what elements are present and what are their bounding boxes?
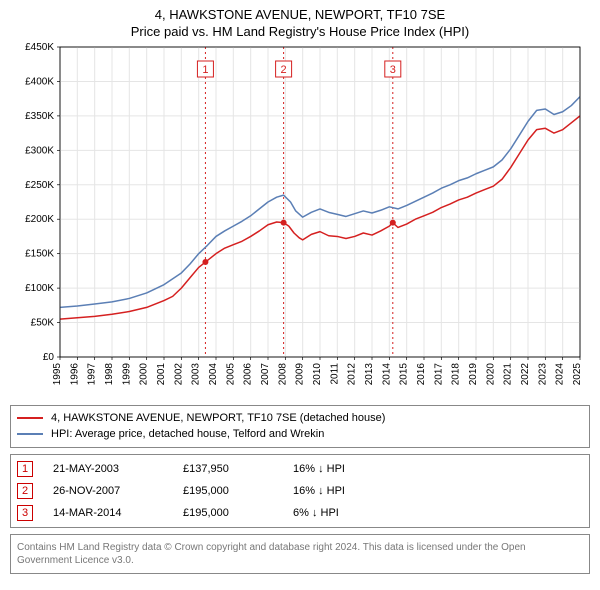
legend-swatch bbox=[17, 417, 43, 419]
svg-text:2016: 2016 bbox=[416, 362, 427, 385]
svg-text:2012: 2012 bbox=[347, 362, 358, 385]
svg-text:2002: 2002 bbox=[173, 362, 184, 385]
svg-text:2023: 2023 bbox=[537, 362, 548, 385]
svg-text:2006: 2006 bbox=[243, 362, 254, 385]
svg-text:2014: 2014 bbox=[381, 362, 392, 385]
svg-text:2025: 2025 bbox=[572, 362, 583, 385]
marker-date: 21-MAY-2003 bbox=[53, 463, 163, 475]
svg-text:2013: 2013 bbox=[364, 362, 375, 385]
svg-text:2018: 2018 bbox=[451, 362, 462, 385]
svg-text:£100K: £100K bbox=[25, 283, 54, 294]
price-chart: £0 £50K £100K £150K £200K £250K £300K £350K £400… bbox=[10, 41, 590, 401]
svg-text:2001: 2001 bbox=[156, 362, 167, 385]
svg-text:£200K: £200K bbox=[25, 214, 54, 225]
svg-text:£350K: £350K bbox=[25, 110, 54, 121]
svg-text:1999: 1999 bbox=[121, 362, 132, 385]
marker-price: £137,950 bbox=[183, 463, 273, 475]
svg-text:2: 2 bbox=[281, 64, 287, 76]
marker-badge: 3 bbox=[17, 505, 33, 521]
legend-item: HPI: Average price, detached house, Telf… bbox=[17, 426, 583, 443]
legend: 4, HAWKSTONE AVENUE, NEWPORT, TF10 7SE (… bbox=[10, 405, 590, 448]
svg-text:2000: 2000 bbox=[139, 362, 150, 385]
svg-text:£0: £0 bbox=[43, 352, 55, 363]
marker-delta: 16% ↓ HPI bbox=[293, 485, 393, 497]
svg-text:2009: 2009 bbox=[295, 362, 306, 385]
svg-text:2011: 2011 bbox=[329, 362, 340, 384]
marker-table: 1 21-MAY-2003 £137,950 16% ↓ HPI 2 26-NOV-200… bbox=[10, 454, 590, 528]
marker-delta: 16% ↓ HPI bbox=[293, 463, 393, 475]
svg-text:2003: 2003 bbox=[191, 362, 202, 385]
chart-card: 4, HAWKSTONE AVENUE, NEWPORT, TF10 7SE P… bbox=[0, 0, 600, 578]
svg-text:2010: 2010 bbox=[312, 362, 323, 385]
chart-title: 4, HAWKSTONE AVENUE, NEWPORT, TF10 7SE bbox=[10, 6, 590, 24]
svg-text:1: 1 bbox=[202, 64, 208, 76]
legend-label: HPI: Average price, detached house, Telf… bbox=[51, 426, 324, 443]
svg-text:2015: 2015 bbox=[399, 362, 410, 385]
legend-swatch bbox=[17, 433, 43, 435]
svg-text:2019: 2019 bbox=[468, 362, 479, 385]
marker-row: 3 14-MAR-2014 £195,000 6% ↓ HPI bbox=[17, 505, 583, 521]
svg-text:£250K: £250K bbox=[25, 179, 54, 190]
svg-text:2021: 2021 bbox=[503, 362, 514, 385]
svg-text:2008: 2008 bbox=[277, 362, 288, 385]
svg-text:£50K: £50K bbox=[31, 317, 55, 328]
svg-text:2022: 2022 bbox=[520, 362, 531, 385]
svg-text:£400K: £400K bbox=[25, 76, 54, 87]
svg-text:1997: 1997 bbox=[87, 362, 98, 385]
svg-text:1998: 1998 bbox=[104, 362, 115, 385]
marker-price: £195,000 bbox=[183, 507, 273, 519]
svg-text:1996: 1996 bbox=[69, 362, 80, 385]
svg-text:2004: 2004 bbox=[208, 362, 219, 385]
svg-text:2005: 2005 bbox=[225, 362, 236, 385]
svg-text:1995: 1995 bbox=[52, 362, 63, 385]
svg-text:2007: 2007 bbox=[260, 362, 271, 385]
svg-text:£450K: £450K bbox=[25, 42, 54, 53]
svg-text:3: 3 bbox=[390, 64, 396, 76]
chart-subtitle: Price paid vs. HM Land Registry's House … bbox=[10, 24, 590, 39]
svg-text:£150K: £150K bbox=[25, 248, 54, 259]
license-text: Contains HM Land Registry data © Crown c… bbox=[10, 534, 590, 574]
marker-row: 2 26-NOV-2007 £195,000 16% ↓ HPI bbox=[17, 483, 583, 499]
svg-text:£300K: £300K bbox=[25, 145, 54, 156]
marker-date: 26-NOV-2007 bbox=[53, 485, 163, 497]
marker-badge: 2 bbox=[17, 483, 33, 499]
svg-text:2024: 2024 bbox=[555, 362, 566, 385]
legend-label: 4, HAWKSTONE AVENUE, NEWPORT, TF10 7SE (… bbox=[51, 410, 385, 427]
svg-text:2020: 2020 bbox=[485, 362, 496, 385]
legend-item: 4, HAWKSTONE AVENUE, NEWPORT, TF10 7SE (… bbox=[17, 410, 583, 427]
marker-date: 14-MAR-2014 bbox=[53, 507, 163, 519]
marker-delta: 6% ↓ HPI bbox=[293, 507, 393, 519]
marker-price: £195,000 bbox=[183, 485, 273, 497]
marker-badge: 1 bbox=[17, 461, 33, 477]
marker-row: 1 21-MAY-2003 £137,950 16% ↓ HPI bbox=[17, 461, 583, 477]
svg-text:2017: 2017 bbox=[433, 362, 444, 385]
